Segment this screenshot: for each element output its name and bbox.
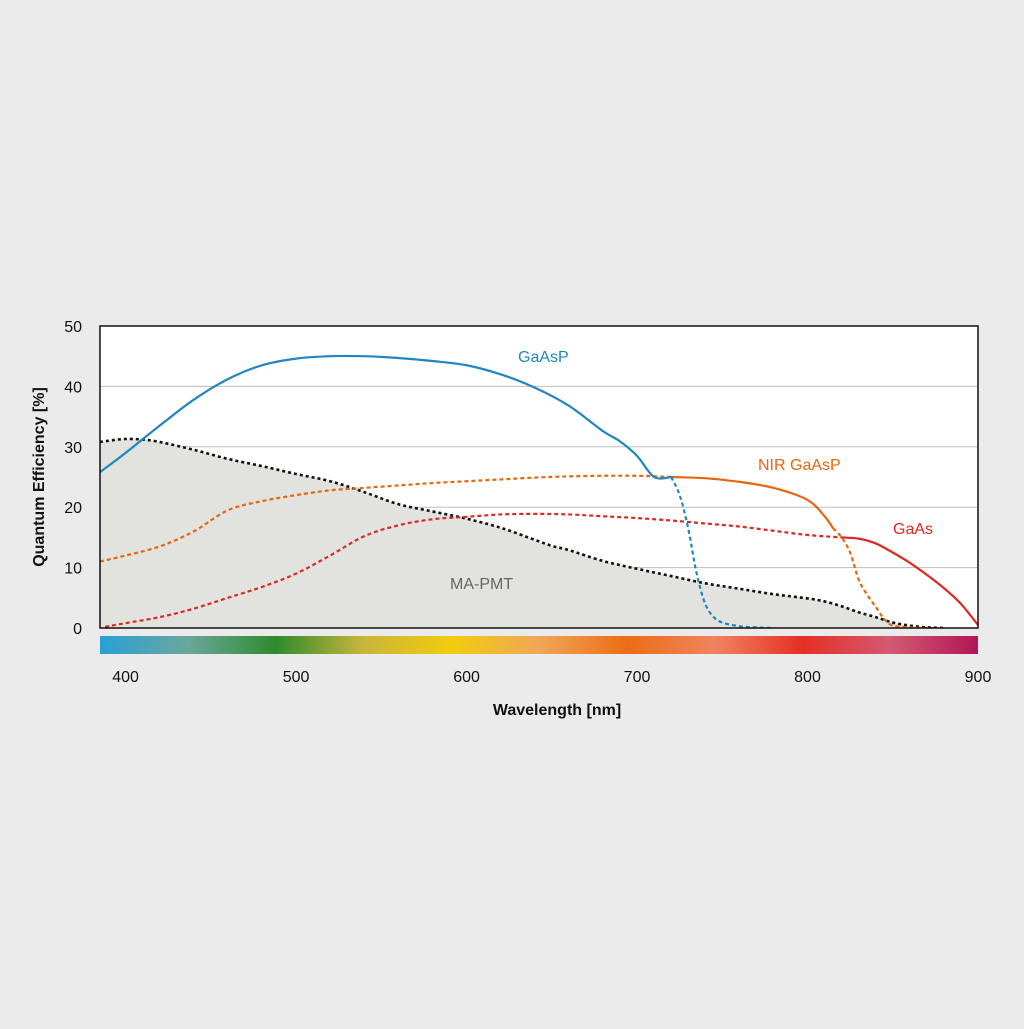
x-tick-label: 600 <box>453 669 480 686</box>
x-axis-title: Wavelength [nm] <box>493 702 621 719</box>
nir-gaasp-line-dashed <box>100 474 672 563</box>
series-label-ma-pmt: MA-PMT <box>450 576 513 593</box>
ma-pmt-area <box>100 438 944 628</box>
gaasp-line-dashed <box>670 476 774 628</box>
series-label-gaasp: GaAsP <box>518 349 569 366</box>
nir-gaasp-line-tail <box>832 527 936 628</box>
spectrum-bar <box>100 636 978 654</box>
x-tick-label: 900 <box>965 669 992 686</box>
y-tick-label: 30 <box>64 440 82 457</box>
y-tick-label: 10 <box>64 561 82 578</box>
plot-frame <box>99 325 979 629</box>
x-tick-label: 700 <box>624 669 651 686</box>
x-tick-label: 500 <box>283 669 310 686</box>
gaasp-line-solid <box>100 354 672 480</box>
gaas-line-solid <box>841 536 978 626</box>
y-axis-ticks: 0 10 20 30 40 50 <box>64 319 82 638</box>
x-tick-label: 400 <box>112 669 139 686</box>
ma-pmt-line <box>100 437 944 628</box>
x-axis-ticks: 400 500 600 700 800 900 <box>112 669 991 686</box>
y-tick-label: 20 <box>64 500 82 517</box>
y-axis-title: Quantum Efficiency [%] <box>31 387 48 567</box>
nir-gaasp-line-solid <box>671 475 835 529</box>
gaas-line-dashed <box>104 512 842 628</box>
y-tick-label: 0 <box>73 621 82 638</box>
series-label-gaas: GaAs <box>893 521 933 538</box>
y-tick-label: 50 <box>64 319 82 336</box>
series-label-nir-gaasp: NIR GaAsP <box>758 457 841 474</box>
x-tick-label: 800 <box>794 669 821 686</box>
y-tick-label: 40 <box>64 379 82 396</box>
